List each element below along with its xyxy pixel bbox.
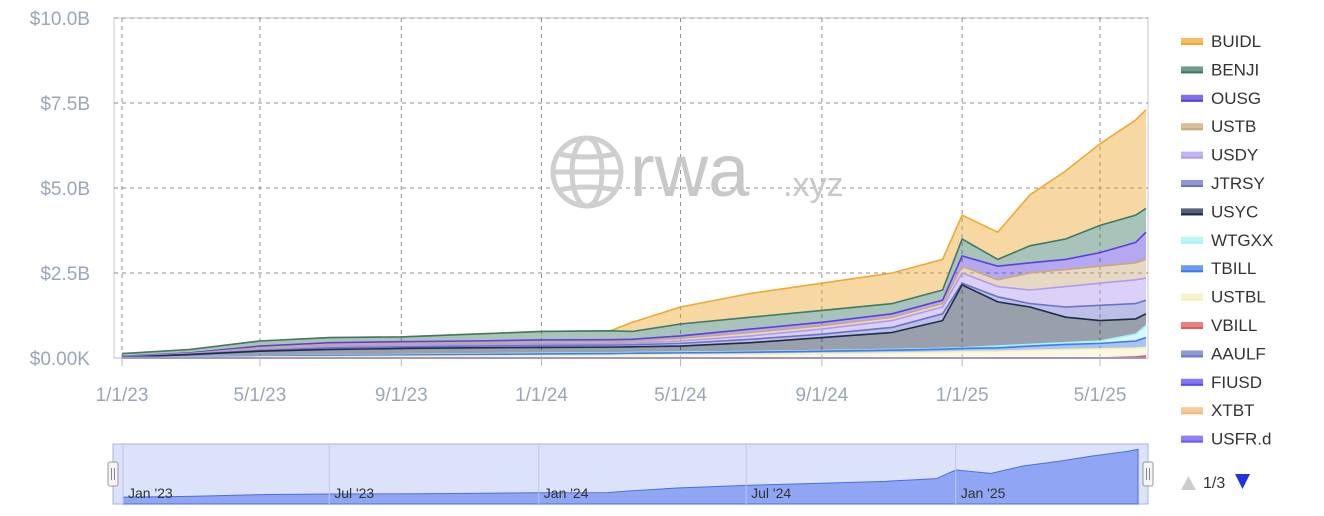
watermark-suffix: .xyz xyxy=(783,166,843,204)
watermark-main: rwa xyxy=(630,129,750,212)
navigator-label: Jan '24 xyxy=(544,485,589,501)
legend-swatch xyxy=(1181,123,1203,131)
legend-item-xtbt[interactable]: XTBT xyxy=(1181,401,1254,420)
line-benji xyxy=(121,207,1147,355)
legend-item-wtgxx[interactable]: WTGXX xyxy=(1181,231,1273,250)
legend-label: WTGXX xyxy=(1211,231,1273,250)
navigator-label: Jul '23 xyxy=(334,485,374,501)
navigator[interactable]: Jan '23 Jul '23 Jan '24 Jul '24 Jan '25 xyxy=(107,443,1154,505)
x-tick-label: 1/1/24 xyxy=(515,385,568,406)
legend-label: BUIDL xyxy=(1211,32,1261,51)
legend-item-ustb[interactable]: USTB xyxy=(1181,117,1256,136)
line-ousg xyxy=(121,231,1147,358)
legend-swatch xyxy=(1181,208,1203,216)
line-usyc xyxy=(121,283,1147,359)
x-tick-label: 9/1/23 xyxy=(375,385,428,406)
legend-swatch xyxy=(1181,38,1203,45)
y-tick-label: $10.0B xyxy=(30,9,90,30)
legend-item-ousg[interactable]: OUSG xyxy=(1181,89,1261,108)
legend-label: TBILL xyxy=(1211,259,1256,278)
x-tick-label: 5/1/23 xyxy=(233,385,286,406)
y-tick-label: $7.5B xyxy=(40,94,90,115)
legend-label: USFR.d xyxy=(1211,430,1271,449)
legend-label: USDY xyxy=(1211,146,1258,165)
legend-label: VBILL xyxy=(1211,316,1257,335)
legend: BUIDL BENJI OUSG USTB USDY JTRSY USYC WTGXX TBIL… xyxy=(1181,32,1273,449)
area-buidl xyxy=(122,109,1146,354)
line-ustbl xyxy=(121,346,1147,359)
handle-grip xyxy=(107,461,119,487)
legend-swatch xyxy=(1181,293,1203,301)
legend-swatch xyxy=(1181,350,1203,358)
page-up-icon[interactable] xyxy=(1181,476,1196,490)
legend-swatch xyxy=(1181,151,1203,159)
line-jtrsy xyxy=(121,282,1147,358)
legend-item-aaulf[interactable]: AAULF xyxy=(1181,344,1266,363)
handle-grip xyxy=(1142,461,1154,487)
x-tick-label: 1/1/23 xyxy=(96,385,149,406)
legend-swatch xyxy=(1181,378,1203,386)
legend-swatch xyxy=(1181,322,1203,329)
globe-icon xyxy=(550,135,624,209)
legend-swatch xyxy=(1181,94,1203,102)
navigator-label: Jan '23 xyxy=(128,485,173,501)
legend-item-jtrsy[interactable]: JTRSY xyxy=(1181,174,1265,193)
legend-item-buidl[interactable]: BUIDL xyxy=(1181,32,1261,51)
legend-label: OUSG xyxy=(1211,89,1261,108)
navigator-label: Jan '25 xyxy=(961,485,1006,501)
legend-pager: 1/3 xyxy=(1181,474,1250,492)
navigator-series xyxy=(122,448,1139,505)
legend-label: BENJI xyxy=(1211,60,1259,79)
x-tick-label: 9/1/24 xyxy=(795,385,848,406)
line-usdy xyxy=(121,272,1147,358)
line-ustb xyxy=(121,258,1147,358)
area-ustbl xyxy=(122,347,1146,358)
legend-swatch xyxy=(1181,66,1203,74)
x-tick-label: 1/1/25 xyxy=(936,385,989,406)
x-tick-label: 5/1/25 xyxy=(1074,385,1127,406)
y-tick-label: $5.0B xyxy=(40,179,90,200)
y-tick-label: $2.5B xyxy=(40,264,90,285)
y-tick-label: $0.00K xyxy=(30,349,91,370)
legend-item-fiusd[interactable]: FIUSD xyxy=(1181,373,1262,392)
legend-label: FIUSD xyxy=(1211,373,1262,392)
legend-item-usfr-d[interactable]: USFR.d xyxy=(1181,430,1271,449)
page-down-icon[interactable] xyxy=(1235,474,1250,489)
legend-label: USYC xyxy=(1211,202,1258,221)
legend-swatch xyxy=(1181,236,1203,244)
page-indicator: 1/3 xyxy=(1203,475,1225,492)
legend-label: USTB xyxy=(1211,117,1256,136)
legend-label: USTBL xyxy=(1211,288,1266,307)
legend-label: XTBT xyxy=(1211,401,1254,420)
legend-swatch xyxy=(1181,180,1203,187)
navigator-label: Jul '24 xyxy=(751,485,791,501)
legend-item-benji[interactable]: BENJI xyxy=(1181,60,1259,79)
rwa-watermark: rwa .xyz xyxy=(550,129,843,212)
axes: $0.00K $2.5B $5.0B $7.5B $10.0B 1/1/23 5/1/23 9… xyxy=(30,9,1148,406)
legend-item-usyc[interactable]: USYC xyxy=(1181,202,1258,221)
navigator-left-handle[interactable] xyxy=(107,461,119,487)
line-tbill xyxy=(121,336,1147,359)
legend-swatch xyxy=(1181,265,1203,273)
legend-item-ustbl[interactable]: USTBL xyxy=(1181,288,1266,307)
legend-swatch xyxy=(1181,407,1203,415)
legend-item-vbill[interactable]: VBILL xyxy=(1181,316,1257,335)
legend-label: JTRSY xyxy=(1211,174,1265,193)
area-usyc xyxy=(122,284,1146,358)
x-tick-label: 5/1/24 xyxy=(654,385,707,406)
legend-item-usdy[interactable]: USDY xyxy=(1181,146,1258,165)
legend-item-tbill[interactable]: TBILL xyxy=(1181,259,1256,278)
legend-swatch xyxy=(1181,435,1203,443)
legend-label: AAULF xyxy=(1211,344,1266,363)
navigator-right-handle[interactable] xyxy=(1142,461,1154,487)
